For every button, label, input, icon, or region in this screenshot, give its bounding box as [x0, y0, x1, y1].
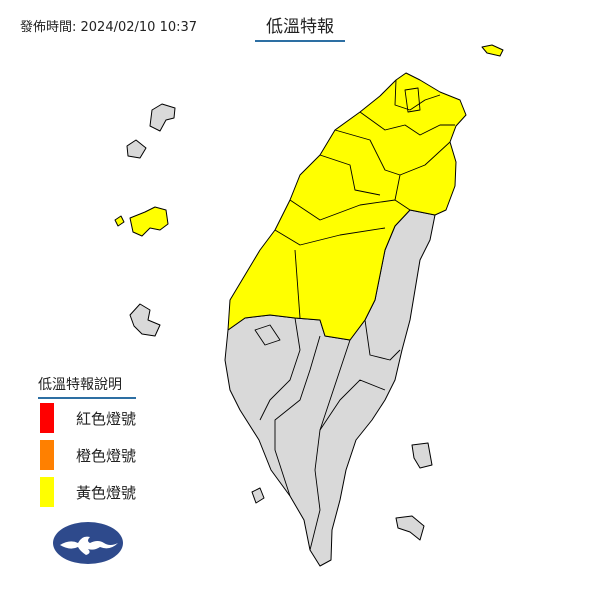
- orange-swatch: [40, 440, 54, 470]
- issued-time: 發佈時間: 2024/02/10 10:37: [20, 20, 198, 35]
- island-penghu-mid: [126, 139, 147, 159]
- island-lieyu: [114, 215, 125, 227]
- legend-item-yellow: 黃色燈號: [38, 474, 136, 510]
- island-penghu-south: [129, 303, 161, 337]
- legend-item-orange: 橙色燈號: [38, 437, 136, 473]
- page-title: 低溫特報: [255, 12, 345, 42]
- legend-item-red: 紅色燈號: [38, 400, 136, 436]
- region-north-central: [227, 72, 467, 341]
- cwa-logo: [53, 522, 123, 564]
- island-kinmen: [129, 206, 169, 237]
- island-liuqiu: [251, 487, 265, 504]
- island-green: [411, 442, 433, 469]
- island-orchid: [395, 515, 425, 541]
- legend-label: 黃色燈號: [76, 483, 137, 502]
- red-swatch: [40, 403, 54, 433]
- yellow-swatch: [40, 477, 54, 507]
- legend-label: 紅色燈號: [76, 409, 137, 428]
- island-penghu-north: [149, 103, 176, 132]
- legend-label: 橙色燈號: [76, 446, 137, 465]
- legend-title: 低溫特報說明: [38, 374, 136, 399]
- legend: 低溫特報說明 紅色燈號 橙色燈號 黃色燈號: [38, 374, 136, 510]
- island-matsu: [481, 44, 504, 57]
